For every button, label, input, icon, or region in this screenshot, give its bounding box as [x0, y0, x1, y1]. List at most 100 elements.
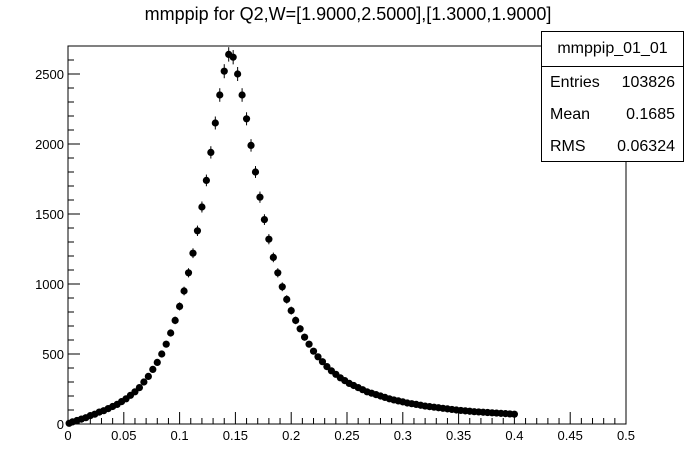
data-marker — [260, 216, 269, 224]
x-tick-label: 0.2 — [282, 428, 300, 443]
y-tick-label: 2500 — [35, 67, 64, 82]
x-tick-label: 0.35 — [446, 428, 471, 443]
data-marker — [234, 70, 242, 78]
data-point — [300, 333, 309, 341]
data-marker — [314, 353, 322, 361]
data-point — [158, 350, 166, 358]
data-point — [305, 340, 313, 348]
data-point — [260, 214, 269, 225]
data-point — [189, 248, 197, 259]
data-marker — [135, 384, 144, 392]
data-point — [242, 112, 251, 126]
data-marker — [251, 168, 260, 176]
data-marker — [189, 249, 197, 257]
data-point — [274, 268, 282, 278]
data-marker — [220, 67, 228, 75]
x-tick-label: 0.15 — [223, 428, 248, 443]
data-point — [216, 88, 224, 102]
y-tick-label: 2000 — [35, 137, 64, 152]
data-marker — [247, 141, 255, 149]
stats-entries-label: Entries — [550, 74, 600, 91]
y-tick-label: 1500 — [35, 207, 64, 222]
data-point — [238, 88, 246, 102]
data-marker — [229, 53, 237, 61]
data-point — [180, 286, 188, 296]
data-point — [140, 378, 148, 386]
data-point — [283, 295, 291, 304]
data-point — [269, 252, 277, 263]
x-tick-label: 0.1 — [171, 428, 189, 443]
data-marker — [287, 307, 295, 315]
x-tick-label: 0.25 — [334, 428, 359, 443]
data-marker — [140, 378, 148, 386]
stats-box: mmppip_01_01 Entries 103826 Mean 0.1685 … — [541, 31, 684, 162]
x-tick-label: 0.3 — [394, 428, 412, 443]
data-point — [292, 316, 300, 325]
data-point — [202, 174, 210, 187]
data-marker — [198, 203, 206, 211]
y-tick-label: 0 — [57, 417, 64, 432]
stats-mean-value: 0.1685 — [626, 106, 675, 123]
data-marker — [216, 91, 224, 99]
stats-histogram-name: mmppip_01_01 — [542, 32, 683, 67]
data-point — [135, 384, 144, 392]
data-marker — [300, 333, 309, 341]
stats-rms-row: RMS 0.06324 — [542, 131, 683, 163]
data-marker — [242, 115, 251, 123]
data-point — [229, 50, 237, 65]
data-marker — [265, 235, 273, 243]
data-point — [296, 325, 304, 333]
data-point — [318, 358, 327, 366]
data-marker — [193, 227, 202, 235]
data-marker — [296, 325, 304, 333]
data-marker — [510, 410, 518, 418]
data-point — [198, 201, 206, 213]
stats-entries-value: 103826 — [621, 74, 675, 91]
data-point — [287, 306, 295, 315]
data-marker — [283, 295, 291, 303]
data-marker — [274, 269, 282, 277]
data-marker — [158, 350, 166, 358]
data-point — [309, 347, 318, 355]
data-marker — [238, 91, 246, 99]
data-point — [220, 64, 228, 79]
data-marker — [176, 302, 184, 310]
x-tick-label: 0.45 — [558, 428, 583, 443]
data-marker — [309, 347, 318, 355]
chart-title: mmppip for Q2,W=[1.9000,2.5000],[1.3000,… — [144, 4, 552, 24]
data-point — [247, 139, 255, 152]
data-marker — [162, 340, 170, 348]
data-point — [265, 234, 273, 245]
data-marker — [256, 193, 264, 201]
data-point — [314, 353, 322, 361]
data-point — [171, 316, 179, 325]
stats-rms-value: 0.06324 — [617, 138, 675, 155]
data-point — [184, 268, 193, 278]
data-point — [251, 166, 260, 178]
data-point — [176, 302, 184, 311]
data-marker — [292, 316, 300, 324]
data-marker — [180, 287, 188, 295]
x-tick-label: 0 — [64, 428, 71, 443]
data-point — [144, 372, 152, 380]
x-tick-label: 0.4 — [505, 428, 523, 443]
data-point — [193, 225, 202, 237]
stats-rms-label: RMS — [550, 138, 586, 155]
data-point — [207, 146, 215, 159]
data-marker — [153, 358, 161, 366]
y-tick-label: 500 — [42, 347, 64, 362]
data-marker — [202, 176, 210, 184]
data-point — [167, 329, 175, 337]
data-point — [510, 410, 518, 418]
data-marker — [269, 253, 277, 261]
data-marker — [207, 148, 215, 156]
data-marker — [318, 358, 327, 366]
stats-entries-row: Entries 103826 — [542, 67, 683, 99]
data-point — [153, 358, 161, 366]
data-point — [234, 67, 242, 81]
data-marker — [167, 329, 175, 337]
data-marker — [144, 372, 152, 380]
y-tick-label: 1000 — [35, 277, 64, 292]
data-marker — [184, 269, 193, 277]
data-point — [256, 191, 264, 203]
